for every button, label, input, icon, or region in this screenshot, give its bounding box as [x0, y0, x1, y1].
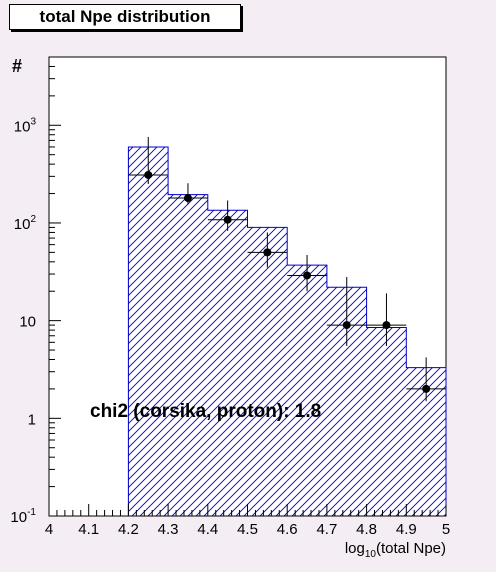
- data-point: [144, 170, 153, 179]
- x-axis-label: log10(total Npe): [345, 540, 446, 560]
- x-tick-label: 4.3: [158, 521, 179, 538]
- y-tick-base: 10: [14, 216, 31, 233]
- y-axis-label: #: [12, 56, 22, 76]
- data-points: [128, 136, 446, 402]
- x-tick-label: 4.1: [78, 521, 99, 538]
- annotation-text: chi2 (corsika, proton): 1.8: [90, 401, 321, 422]
- y-tick-exponent: -1: [27, 507, 36, 518]
- y-tick-base: 10: [14, 118, 31, 135]
- histogram: [127, 146, 447, 516]
- x-tick-label: 4: [45, 521, 53, 538]
- data-point: [342, 321, 351, 330]
- y-tick-label: 10: [19, 314, 36, 331]
- histogram-bar: [287, 265, 327, 516]
- histogram-bar: [247, 227, 288, 516]
- x-tick-label: 4.8: [356, 521, 377, 538]
- data-point: [303, 271, 312, 280]
- x-axis-label-sub: 10: [365, 549, 377, 560]
- histogram-bar: [168, 194, 208, 516]
- x-axis-label-rest: (total Npe): [376, 540, 446, 557]
- data-point: [422, 384, 431, 393]
- y-tick-label: 1: [28, 411, 36, 428]
- x-tick-label: 4.9: [396, 521, 417, 538]
- y-tick-base: 1: [28, 411, 36, 428]
- y-tick-label: 10-1: [10, 507, 36, 526]
- chart-title: total Npe distribution: [9, 4, 241, 30]
- y-tick-exponent: 2: [30, 214, 36, 225]
- x-tick-label: 4.4: [197, 521, 218, 538]
- x-tick-label: 4.5: [237, 521, 258, 538]
- histogram-bar: [366, 327, 407, 516]
- histogram-bar: [207, 210, 248, 516]
- x-tick-label: 4.6: [277, 521, 298, 538]
- axes: 4 4.1 4.2 4.3 4.4 4.5 4.6 4.7 4.8 4.9 510-11101021…: [10, 56, 450, 538]
- data-point: [223, 215, 232, 224]
- data-point: [263, 248, 272, 257]
- x-tick-label: 5: [442, 521, 450, 538]
- x-tick-label: 4.2: [118, 521, 139, 538]
- data-point: [183, 194, 192, 203]
- y-tick-label: 103: [14, 116, 37, 135]
- x-axis-label-base: log: [345, 540, 365, 557]
- histogram-outline: [127, 146, 447, 516]
- y-tick-exponent: 3: [30, 116, 36, 127]
- y-tick-base: 10: [19, 314, 36, 331]
- y-tick-base: 10: [10, 509, 27, 526]
- y-tick-label: 102: [14, 214, 37, 233]
- data-point: [382, 321, 391, 330]
- histogram-bar: [128, 146, 169, 516]
- x-tick-label: 4.7: [316, 521, 337, 538]
